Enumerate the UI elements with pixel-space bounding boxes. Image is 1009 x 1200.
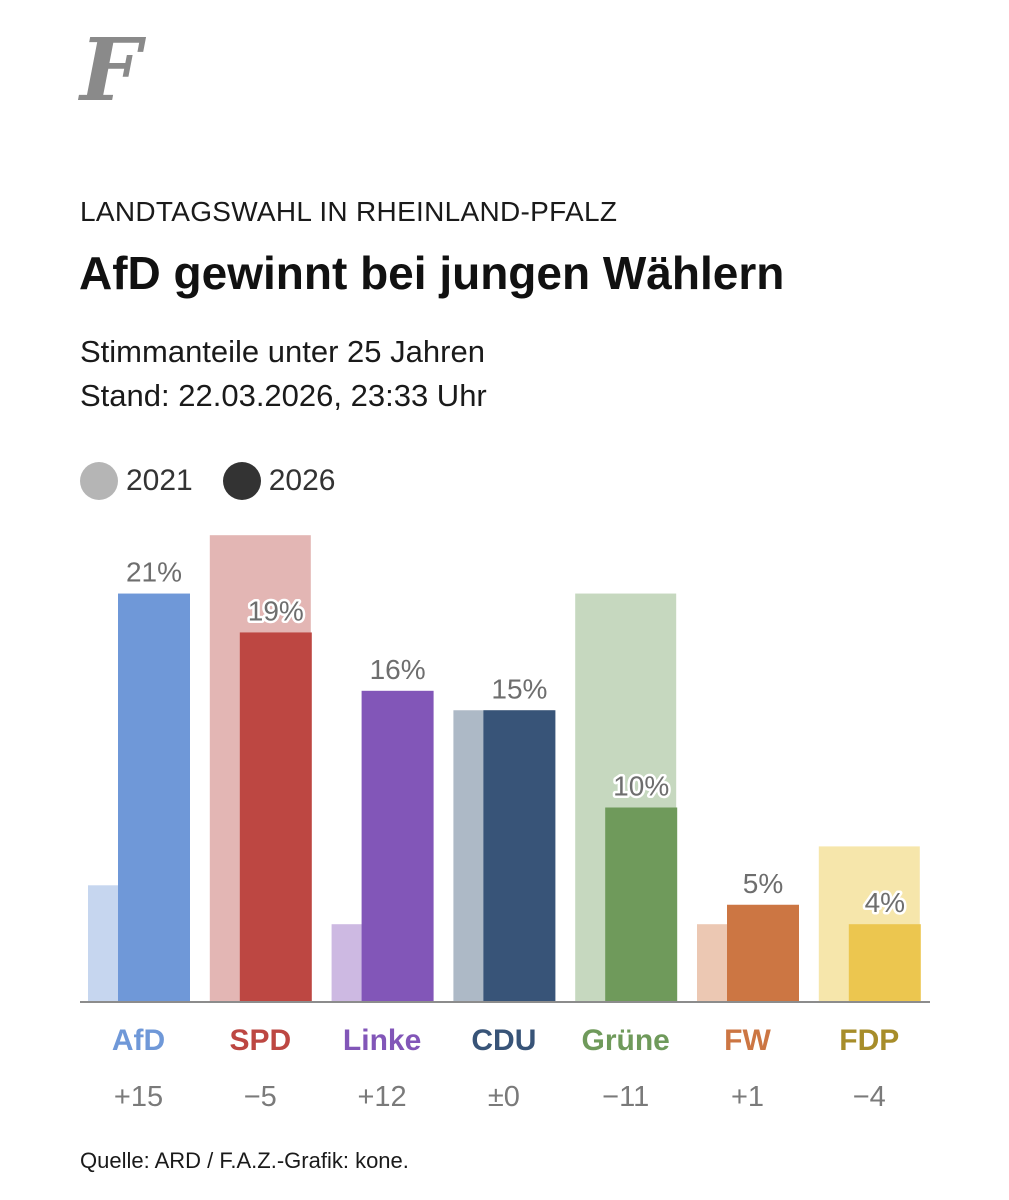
data-label-linke: 16% [370, 654, 426, 685]
change-label-spd: −5 [244, 1081, 277, 1113]
category-label-linke: Linke [343, 1024, 421, 1057]
data-label-cdu: 15% [491, 673, 547, 704]
bar-2026-gruene [605, 807, 678, 1002]
chart-title: AfD gewinnt bei jungen Wählern [79, 247, 785, 299]
legend-item-2021: 2021 [80, 462, 193, 500]
legend-item-2026: 2026 [222, 462, 336, 500]
faz-logo: F [80, 20, 142, 121]
data-label-gruene: 10% [613, 771, 669, 802]
category-label-afd: AfD [112, 1024, 165, 1057]
data-label-afd: 21% [126, 557, 182, 588]
bar-2026-fw [727, 904, 799, 1002]
change-label-fw: +1 [731, 1081, 764, 1113]
source-note: Quelle: ARD / F.A.Z.-Grafik: kone. [80, 1148, 409, 1173]
bar-2026-afd [118, 593, 190, 1002]
bar-2026-spd [239, 632, 312, 1002]
change-label-fdp: −4 [853, 1081, 886, 1113]
chart-subtitle: Stimmanteile unter 25 Jahren [80, 334, 485, 369]
data-label-spd: 19% [248, 595, 304, 626]
category-label-gruene: Grüne [582, 1024, 670, 1057]
legend: 2021 2026 [80, 462, 366, 500]
legend-label-2026: 2026 [268, 464, 336, 497]
chart-subtitle-block: Stimmanteile unter 25 Jahren Stand: 22.0… [80, 330, 487, 418]
category-label-cdu: CDU [471, 1024, 536, 1057]
change-label-gruene: −11 [602, 1081, 649, 1113]
category-label-fdp: FDP [839, 1024, 899, 1057]
data-label-fw: 5% [743, 868, 783, 899]
bar-2026-fdp [848, 924, 921, 1002]
legend-dot-2021 [80, 462, 118, 500]
bar-2026-linke [361, 690, 434, 1002]
legend-label-2021: 2021 [126, 464, 193, 497]
chart-timestamp: Stand: 22.03.2026, 23:33 Uhr [80, 378, 487, 413]
category-label-spd: SPD [229, 1024, 291, 1057]
category-label-fw: FW [724, 1024, 771, 1057]
legend-dot-2026 [222, 462, 261, 500]
change-label-cdu: ±0 [488, 1081, 520, 1113]
chart-kicker: LANDTAGSWAHL IN RHEINLAND-PFALZ [80, 196, 618, 227]
data-label-fdp: 4% [865, 887, 905, 918]
change-label-linke: +12 [357, 1081, 406, 1113]
bar-chart: 21% AfD +15 19% SPD −5 16% Linke +12 15% CDU ±0 10% G… [80, 535, 930, 1113]
change-label-afd: +15 [114, 1081, 163, 1113]
bar-2026-cdu [483, 710, 556, 1002]
